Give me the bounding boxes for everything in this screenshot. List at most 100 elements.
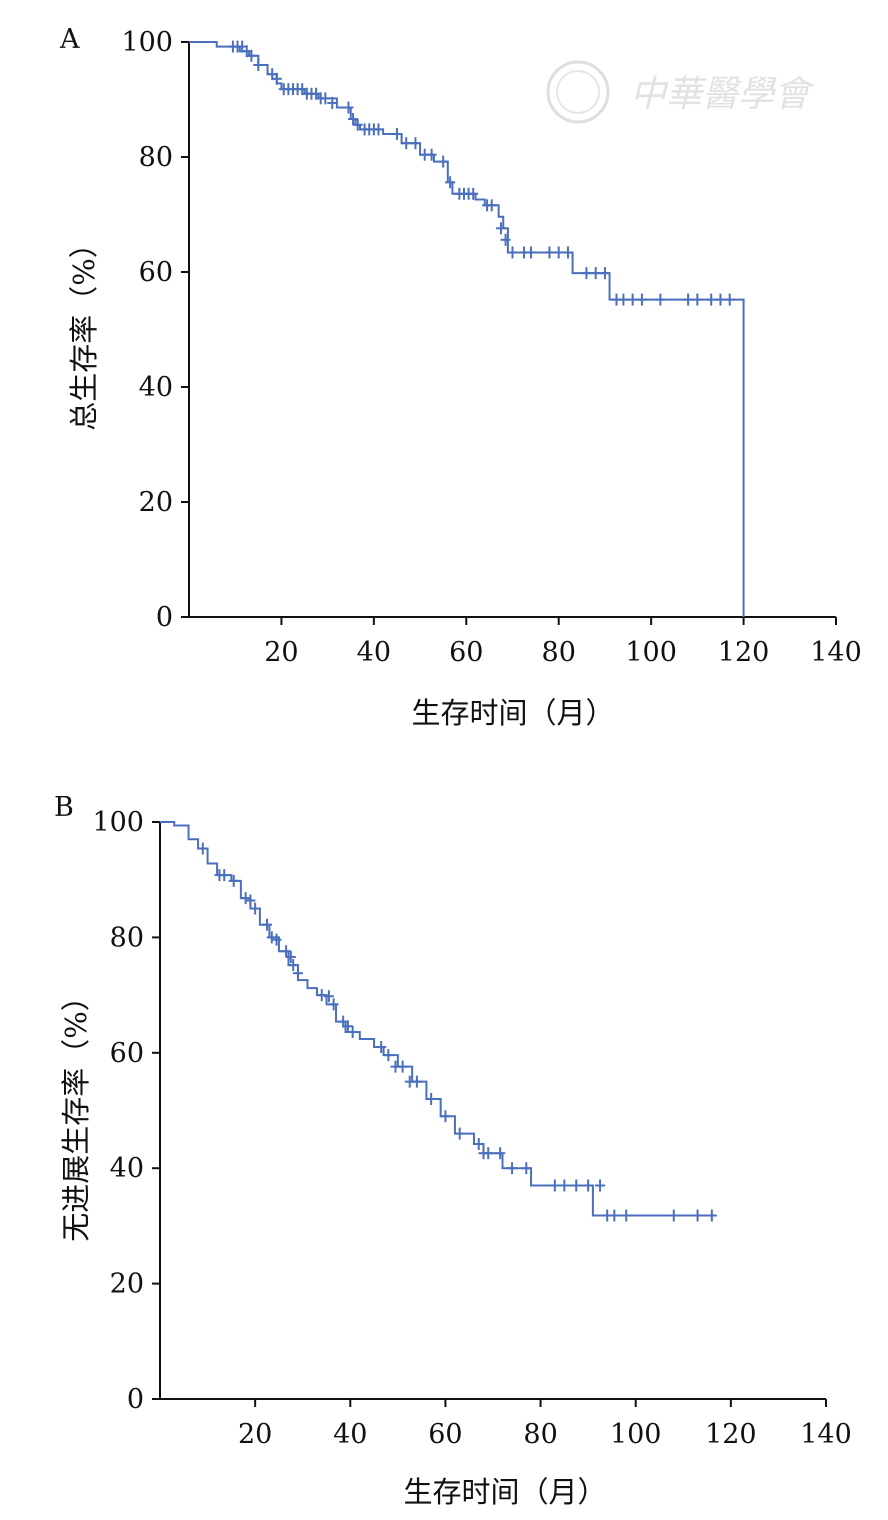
y-tick-label: 20 bbox=[139, 487, 173, 518]
x-tick-label: 140 bbox=[810, 637, 862, 668]
censor-mark bbox=[426, 148, 437, 161]
panel-label-b: B bbox=[54, 792, 74, 823]
censor-mark bbox=[636, 293, 647, 306]
censor-mark bbox=[438, 155, 449, 168]
censor-mark bbox=[627, 293, 638, 306]
survival-curve-b bbox=[160, 821, 712, 1217]
censor-mark bbox=[668, 1209, 679, 1222]
censor-mark bbox=[706, 1209, 717, 1222]
x-tick-label: 100 bbox=[625, 637, 677, 668]
censor-mark bbox=[483, 1147, 494, 1160]
censor-mark bbox=[495, 222, 506, 235]
censor-mark bbox=[595, 1179, 606, 1192]
x-tick-label: 140 bbox=[800, 1419, 852, 1450]
censor-mark bbox=[342, 1020, 353, 1033]
censor-mark bbox=[562, 246, 573, 259]
censor-mark bbox=[285, 951, 296, 964]
censor-mark bbox=[706, 293, 717, 306]
censor-mark bbox=[486, 199, 497, 212]
censor-mark bbox=[549, 1179, 560, 1192]
x-tick-label: 60 bbox=[449, 637, 483, 668]
censor-mark bbox=[383, 1049, 394, 1062]
censor-mark bbox=[521, 1162, 532, 1175]
x-tick-label: 60 bbox=[428, 1419, 462, 1450]
survival-curve-a bbox=[189, 41, 745, 617]
censor-mark bbox=[495, 1147, 506, 1160]
y-tick-label: 100 bbox=[92, 807, 144, 838]
censor-mark bbox=[590, 267, 601, 280]
y-axis-label-b: 无进展生存率（%） bbox=[59, 982, 93, 1242]
censor-mark bbox=[609, 1209, 620, 1222]
censor-mark bbox=[410, 137, 421, 150]
censor-mark bbox=[500, 233, 511, 246]
x-axis-label-b: 生存时间（月） bbox=[403, 1475, 606, 1509]
censor-mark bbox=[599, 267, 610, 280]
x-tick-label: 40 bbox=[357, 637, 391, 668]
censor-mark bbox=[250, 902, 261, 915]
censor-mark bbox=[553, 246, 564, 259]
censor-mark bbox=[559, 1179, 570, 1192]
x-tick-label: 40 bbox=[333, 1419, 367, 1450]
censor-mark bbox=[544, 246, 555, 259]
y-tick-label: 80 bbox=[110, 922, 144, 953]
censor-mark bbox=[343, 101, 354, 114]
censor-mark bbox=[525, 246, 536, 259]
y-axis-label-a: 总生存率（%） bbox=[67, 229, 101, 431]
x-axis-label-a: 生存时间（月） bbox=[411, 696, 614, 730]
censor-mark bbox=[246, 49, 257, 62]
x-tick-label: 120 bbox=[718, 637, 770, 668]
y-tick-label: 40 bbox=[139, 372, 173, 403]
censor-mark bbox=[692, 1209, 703, 1222]
censor-mark bbox=[618, 293, 629, 306]
censor-mark bbox=[253, 59, 264, 71]
x-tick-label: 80 bbox=[542, 637, 576, 668]
censor-mark bbox=[228, 874, 239, 887]
censor-mark bbox=[401, 137, 412, 150]
x-tick-label: 100 bbox=[610, 1419, 662, 1450]
x-tick-label: 20 bbox=[264, 637, 298, 668]
censor-mark bbox=[347, 1026, 358, 1039]
censor-mark bbox=[583, 1179, 594, 1192]
y-tick-label: 80 bbox=[139, 142, 173, 173]
censor-mark bbox=[692, 293, 703, 306]
censor-mark bbox=[507, 246, 518, 259]
y-tick-label: 0 bbox=[156, 602, 173, 633]
y-tick-label: 20 bbox=[110, 1269, 144, 1300]
y-tick-label: 100 bbox=[121, 27, 173, 58]
censor-mark bbox=[397, 1060, 408, 1073]
y-tick-label: 40 bbox=[110, 1153, 144, 1184]
censor-mark bbox=[352, 118, 363, 131]
censor-mark bbox=[411, 1075, 422, 1088]
censor-mark bbox=[507, 1162, 518, 1175]
censor-mark bbox=[328, 998, 339, 1011]
censor-mark bbox=[271, 933, 282, 946]
watermark-text: 中華醫學會 bbox=[630, 74, 815, 115]
censor-mark bbox=[724, 293, 735, 306]
censor-mark bbox=[197, 842, 208, 855]
censor-mark bbox=[245, 894, 256, 907]
censor-mark bbox=[266, 931, 277, 944]
censor-mark bbox=[581, 267, 592, 280]
censor-mark bbox=[715, 293, 726, 306]
censor-mark bbox=[683, 293, 694, 306]
censor-mark bbox=[621, 1209, 632, 1222]
x-tick-label: 120 bbox=[705, 1419, 757, 1450]
seal-icon bbox=[546, 60, 610, 124]
censor-mark bbox=[391, 128, 402, 140]
chart-a: A 中華醫學會 20 40 60 80 100 120 140 0 20 40 60 80 100 生存… bbox=[59, 24, 862, 730]
chart-b: B 20 40 60 80 100 120 140 0 20 40 60 80 100 生存时间（月） … bbox=[0, 770, 888, 1516]
y-tick-label: 60 bbox=[139, 257, 173, 288]
censor-mark bbox=[454, 1127, 465, 1140]
censor-mark bbox=[271, 72, 282, 85]
y-tick-label: 0 bbox=[127, 1384, 144, 1415]
censor-mark bbox=[292, 967, 303, 980]
censor-mark bbox=[571, 1179, 582, 1192]
censor-mark bbox=[348, 113, 359, 126]
censor-mark bbox=[468, 187, 479, 200]
x-tick-label: 80 bbox=[523, 1419, 557, 1450]
censor-mark bbox=[323, 990, 334, 1003]
censor-mark bbox=[655, 293, 666, 306]
y-tick-label: 60 bbox=[110, 1038, 144, 1069]
censor-mark bbox=[376, 1041, 387, 1054]
censor-mark bbox=[316, 989, 327, 1002]
